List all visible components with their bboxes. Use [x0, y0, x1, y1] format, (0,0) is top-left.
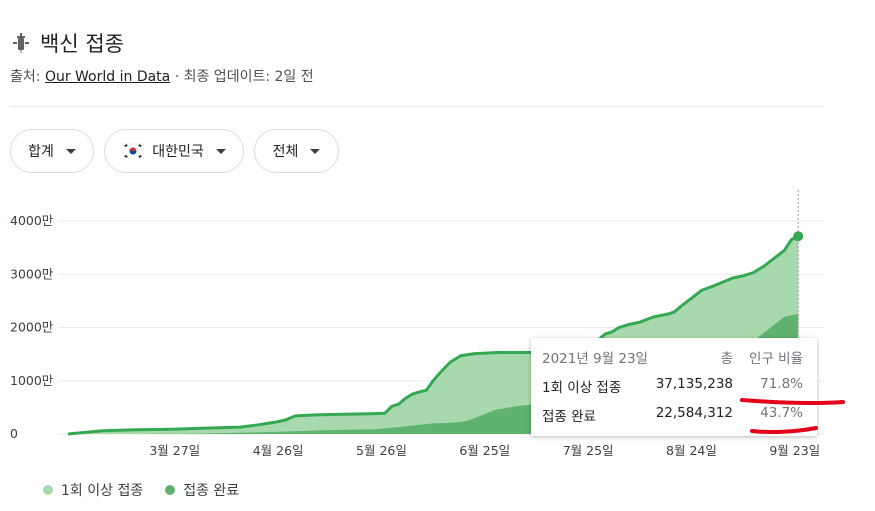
tooltip-date: 2021년 9월 23일: [542, 351, 648, 367]
filter-country-label: 대한민국: [152, 144, 204, 160]
y-tick-label: 4000만: [10, 213, 54, 228]
caret-down-icon: [65, 148, 76, 154]
card-header: 백신 접종: [10, 28, 124, 58]
source-link[interactable]: Our World in Data: [44, 69, 171, 85]
caret-down-icon: [215, 148, 226, 154]
tooltip-row-pct: 71.8%: [760, 376, 803, 392]
korea-flag-icon: [122, 143, 145, 159]
page-title: 백신 접종: [40, 32, 124, 56]
y-tick-label: 2000만: [10, 320, 54, 335]
legend-label: 1회 이상 접종: [61, 483, 144, 499]
x-tick-label: 9월 23일: [769, 443, 820, 458]
x-tick-label: 3월 27일: [149, 443, 200, 458]
x-tick-label: 6월 25일: [459, 443, 510, 458]
source-prefix: 출처:: [10, 69, 45, 85]
source-line: 출처: Our World in Data · 최종 업데이트: 2일 전: [10, 66, 314, 86]
x-tick-label: 8월 24일: [666, 443, 717, 458]
filter-country-dropdown[interactable]: 대한민국: [104, 129, 244, 173]
filter-scope-dropdown[interactable]: 전체: [254, 129, 339, 173]
legend-dot: [165, 485, 176, 495]
caret-down-icon: [310, 148, 321, 154]
tooltip-row-value: 37,135,238: [655, 376, 733, 392]
y-tick-label: 3000만: [10, 266, 54, 281]
y-tick-label: 0: [10, 426, 18, 441]
series-line-first-dose: [67, 234, 799, 436]
divider: [10, 106, 824, 107]
legend-item-full[interactable]: 접종 완료: [165, 480, 239, 500]
y-tick-label: 1000만: [10, 373, 54, 388]
legend-dot: [43, 485, 53, 495]
hover-point: [793, 231, 804, 242]
x-tick-label: 7월 25일: [563, 443, 614, 458]
legend-item-first-dose[interactable]: 1회 이상 접종: [43, 480, 143, 500]
tooltip-row-label: 접종 완료: [542, 409, 596, 425]
update-time: · 최종 업데이트: 2일 전: [170, 69, 314, 85]
tooltip-col-ratio: 인구 비율: [749, 351, 803, 367]
filter-total-dropdown[interactable]: 합계: [10, 129, 94, 173]
filter-total-label: 합계: [28, 144, 54, 160]
tooltip-row-pct: 43.7%: [760, 405, 803, 421]
tooltip-row-value: 22,584,312: [655, 405, 733, 421]
legend-label: 접종 완료: [183, 483, 240, 499]
x-tick-label: 4월 26일: [253, 443, 304, 458]
x-tick-label: 5월 26일: [356, 443, 407, 458]
chart-tooltip: 2021년 9월 23일 총 인구 비율 1회 이상 접종 37,135,238…: [531, 338, 817, 436]
syringe-icon: [13, 33, 29, 53]
filter-scope-label: 전체: [272, 144, 299, 160]
tooltip-col-total: 총: [720, 351, 733, 367]
tooltip-row-label: 1회 이상 접종: [542, 380, 622, 396]
chart-legend: 1회 이상 접종 접종 완료: [43, 480, 261, 500]
